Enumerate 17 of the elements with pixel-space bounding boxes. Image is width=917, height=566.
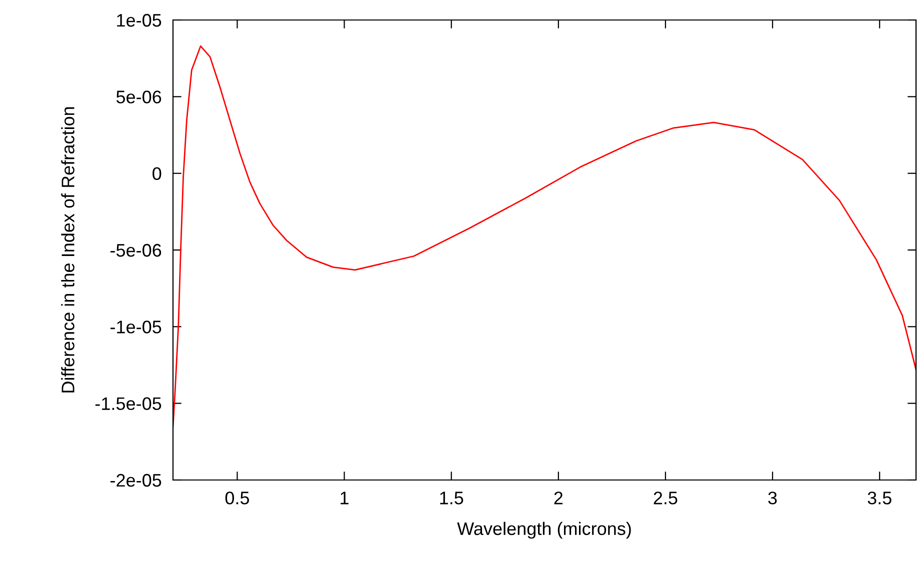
x-axis-title: Wavelength (microns) (457, 522, 631, 539)
x-tick-label: 2.5 (654, 492, 678, 504)
y-axis-title: Difference in the Index of Refraction (61, 107, 74, 392)
y-tick-label: 0 (152, 167, 162, 180)
x-tick-label: 3 (768, 492, 777, 504)
x-tick-label: 0.5 (225, 492, 250, 504)
x-tick-label: 1 (340, 492, 348, 504)
y-tick-label: -5e-06 (110, 244, 162, 257)
y-tick-label: -2e-05 (110, 474, 162, 487)
y-tick-label: 1e-05 (117, 14, 162, 27)
y-tick-label: -1e-05 (110, 320, 162, 334)
y-tick-label: 5e-06 (116, 90, 162, 104)
line-series (173, 45, 916, 428)
x-tick-label: 3.5 (868, 492, 892, 504)
x-tick-label: 1.5 (440, 492, 464, 504)
y-tick-label: -1.5e-05 (95, 397, 162, 410)
x-tick-label: 2 (554, 492, 563, 504)
